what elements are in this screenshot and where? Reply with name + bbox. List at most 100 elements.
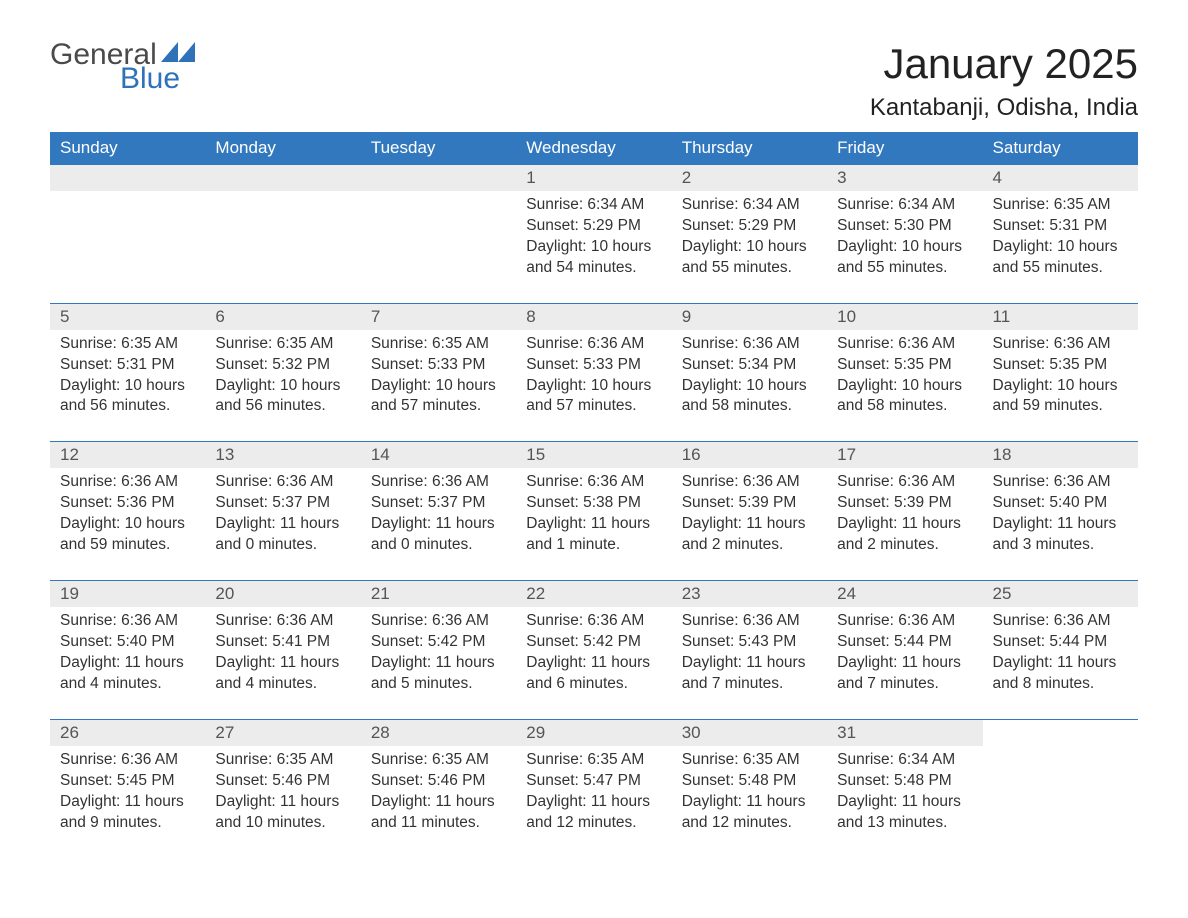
sunrise-line: Sunrise: 6:36 AM bbox=[215, 472, 350, 493]
sunset-line: Sunset: 5:31 PM bbox=[993, 216, 1128, 237]
sunset-line: Sunset: 5:33 PM bbox=[526, 355, 661, 376]
day-details: Sunrise: 6:35 AMSunset: 5:31 PMDaylight:… bbox=[50, 330, 205, 442]
sunset-line: Sunset: 5:40 PM bbox=[60, 632, 195, 653]
calendar-day-cell: 31Sunrise: 6:34 AMSunset: 5:48 PMDayligh… bbox=[827, 719, 982, 857]
day-number: 25 bbox=[983, 581, 1138, 607]
sunrise-line: Sunrise: 6:34 AM bbox=[526, 195, 661, 216]
day-details: Sunrise: 6:35 AMSunset: 5:32 PMDaylight:… bbox=[205, 330, 360, 442]
day-number bbox=[50, 165, 205, 191]
sunrise-line: Sunrise: 6:36 AM bbox=[993, 472, 1128, 493]
day-details: Sunrise: 6:36 AMSunset: 5:37 PMDaylight:… bbox=[205, 468, 360, 580]
calendar-day-cell: 21 Sunrise: 6:36 AMSunset: 5:42 PMDayligh… bbox=[361, 581, 516, 720]
day-details: Sunrise: 6:36 AMSunset: 5:44 PMDaylight:… bbox=[983, 607, 1138, 719]
sunrise-line: Sunrise: 6:36 AM bbox=[526, 472, 661, 493]
sunrise-line: Sunrise: 6:34 AM bbox=[837, 750, 972, 771]
sunrise-line: Sunrise: 6:36 AM bbox=[371, 472, 506, 493]
sunrise-line: Sunrise: 6:36 AM bbox=[837, 334, 972, 355]
calendar-day-cell: 13Sunrise: 6:36 AMSunset: 5:37 PMDayligh… bbox=[205, 442, 360, 581]
weekday-header: Monday bbox=[205, 132, 360, 165]
day-number: 29 bbox=[516, 720, 671, 746]
day-details: Sunrise: 6:35 AMSunset: 5:47 PMDaylight:… bbox=[516, 746, 671, 858]
day-details: Sunrise: 6:36 AMSunset: 5:45 PMDaylight:… bbox=[50, 746, 205, 858]
day-number: 13 bbox=[205, 442, 360, 468]
day-number: 14 bbox=[361, 442, 516, 468]
day-details: Sunrise: 6:36 AMSunset: 5:35 PMDaylight:… bbox=[827, 330, 982, 442]
day-number: 24 bbox=[827, 581, 982, 607]
calendar-day-cell: 30Sunrise: 6:35 AMSunset: 5:48 PMDayligh… bbox=[672, 719, 827, 857]
sunset-line: Sunset: 5:39 PM bbox=[682, 493, 817, 514]
sunset-line: Sunset: 5:40 PM bbox=[993, 493, 1128, 514]
sunset-line: Sunset: 5:38 PM bbox=[526, 493, 661, 514]
calendar-day-cell: 11Sunrise: 6:36 AMSunset: 5:35 PMDayligh… bbox=[983, 303, 1138, 442]
sunrise-line: Sunrise: 6:36 AM bbox=[526, 611, 661, 632]
sunset-line: Sunset: 5:31 PM bbox=[60, 355, 195, 376]
day-number bbox=[361, 165, 516, 191]
daylight-line: Daylight: 11 hours and 6 minutes. bbox=[526, 653, 661, 695]
day-number: 28 bbox=[361, 720, 516, 746]
day-number: 19 bbox=[50, 581, 205, 607]
day-number: 9 bbox=[672, 304, 827, 330]
calendar-week-row: 26Sunrise: 6:36 AMSunset: 5:45 PMDayligh… bbox=[50, 719, 1138, 857]
calendar-day-cell: 12Sunrise: 6:36 AMSunset: 5:36 PMDayligh… bbox=[50, 442, 205, 581]
day-number: 10 bbox=[827, 304, 982, 330]
daylight-line: Daylight: 11 hours and 7 minutes. bbox=[837, 653, 972, 695]
calendar-week-row: 12Sunrise: 6:36 AMSunset: 5:36 PMDayligh… bbox=[50, 442, 1138, 581]
day-number: 27 bbox=[205, 720, 360, 746]
calendar-day-cell: 16Sunrise: 6:36 AMSunset: 5:39 PMDayligh… bbox=[672, 442, 827, 581]
calendar-day-cell: 26Sunrise: 6:36 AMSunset: 5:45 PMDayligh… bbox=[50, 719, 205, 857]
sunset-line: Sunset: 5:44 PM bbox=[837, 632, 972, 653]
sunrise-line: Sunrise: 6:35 AM bbox=[60, 334, 195, 355]
day-number: 16 bbox=[672, 442, 827, 468]
daylight-line: Daylight: 10 hours and 55 minutes. bbox=[682, 237, 817, 279]
calendar-day-cell: 1Sunrise: 6:34 AMSunset: 5:29 PMDaylight… bbox=[516, 165, 671, 304]
calendar-day-cell: 7Sunrise: 6:35 AMSunset: 5:33 PMDaylight… bbox=[361, 303, 516, 442]
calendar-day-cell: 9Sunrise: 6:36 AMSunset: 5:34 PMDaylight… bbox=[672, 303, 827, 442]
weekday-header: Friday bbox=[827, 132, 982, 165]
daylight-line: Daylight: 10 hours and 58 minutes. bbox=[837, 376, 972, 418]
calendar-week-row: 5Sunrise: 6:35 AMSunset: 5:31 PMDaylight… bbox=[50, 303, 1138, 442]
calendar-empty-cell bbox=[205, 165, 360, 304]
sunset-line: Sunset: 5:47 PM bbox=[526, 771, 661, 792]
daylight-line: Daylight: 10 hours and 56 minutes. bbox=[215, 376, 350, 418]
sunrise-line: Sunrise: 6:36 AM bbox=[215, 611, 350, 632]
day-details: Sunrise: 6:36 AMSunset: 5:42 PMDaylight:… bbox=[516, 607, 671, 719]
day-number: 6 bbox=[205, 304, 360, 330]
day-number: 21 bbox=[361, 581, 516, 607]
sunset-line: Sunset: 5:42 PM bbox=[371, 632, 506, 653]
sunrise-line: Sunrise: 6:36 AM bbox=[682, 472, 817, 493]
day-details bbox=[983, 746, 1138, 836]
logo: General Blue bbox=[50, 40, 195, 94]
daylight-line: Daylight: 11 hours and 5 minutes. bbox=[371, 653, 506, 695]
calendar-day-cell: 29Sunrise: 6:35 AMSunset: 5:47 PMDayligh… bbox=[516, 719, 671, 857]
calendar-day-cell: 14Sunrise: 6:36 AMSunset: 5:37 PMDayligh… bbox=[361, 442, 516, 581]
sunset-line: Sunset: 5:41 PM bbox=[215, 632, 350, 653]
daylight-line: Daylight: 11 hours and 3 minutes. bbox=[993, 514, 1128, 556]
daylight-line: Daylight: 10 hours and 59 minutes. bbox=[993, 376, 1128, 418]
day-number: 5 bbox=[50, 304, 205, 330]
sunset-line: Sunset: 5:35 PM bbox=[993, 355, 1128, 376]
day-details bbox=[50, 191, 205, 281]
day-number: 18 bbox=[983, 442, 1138, 468]
sunrise-line: Sunrise: 6:35 AM bbox=[371, 334, 506, 355]
sunrise-line: Sunrise: 6:36 AM bbox=[682, 611, 817, 632]
daylight-line: Daylight: 11 hours and 4 minutes. bbox=[60, 653, 195, 695]
day-details: Sunrise: 6:36 AMSunset: 5:38 PMDaylight:… bbox=[516, 468, 671, 580]
page-title: January 2025 bbox=[870, 40, 1138, 88]
day-details: Sunrise: 6:35 AMSunset: 5:31 PMDaylight:… bbox=[983, 191, 1138, 303]
sunrise-line: Sunrise: 6:36 AM bbox=[993, 334, 1128, 355]
calendar-empty-cell bbox=[50, 165, 205, 304]
daylight-line: Daylight: 11 hours and 0 minutes. bbox=[371, 514, 506, 556]
day-details: Sunrise: 6:34 AMSunset: 5:29 PMDaylight:… bbox=[516, 191, 671, 303]
day-number bbox=[205, 165, 360, 191]
header: General Blue January 2025 Kantabanji, Od… bbox=[50, 40, 1138, 122]
daylight-line: Daylight: 11 hours and 9 minutes. bbox=[60, 792, 195, 834]
day-number: 8 bbox=[516, 304, 671, 330]
sunset-line: Sunset: 5:37 PM bbox=[215, 493, 350, 514]
calendar-empty-cell bbox=[983, 719, 1138, 857]
sunset-line: Sunset: 5:44 PM bbox=[993, 632, 1128, 653]
daylight-line: Daylight: 11 hours and 12 minutes. bbox=[682, 792, 817, 834]
sunrise-line: Sunrise: 6:36 AM bbox=[371, 611, 506, 632]
day-number: 31 bbox=[827, 720, 982, 746]
calendar-day-cell: 23Sunrise: 6:36 AMSunset: 5:43 PMDayligh… bbox=[672, 581, 827, 720]
day-details: Sunrise: 6:36 AMSunset: 5:43 PMDaylight:… bbox=[672, 607, 827, 719]
